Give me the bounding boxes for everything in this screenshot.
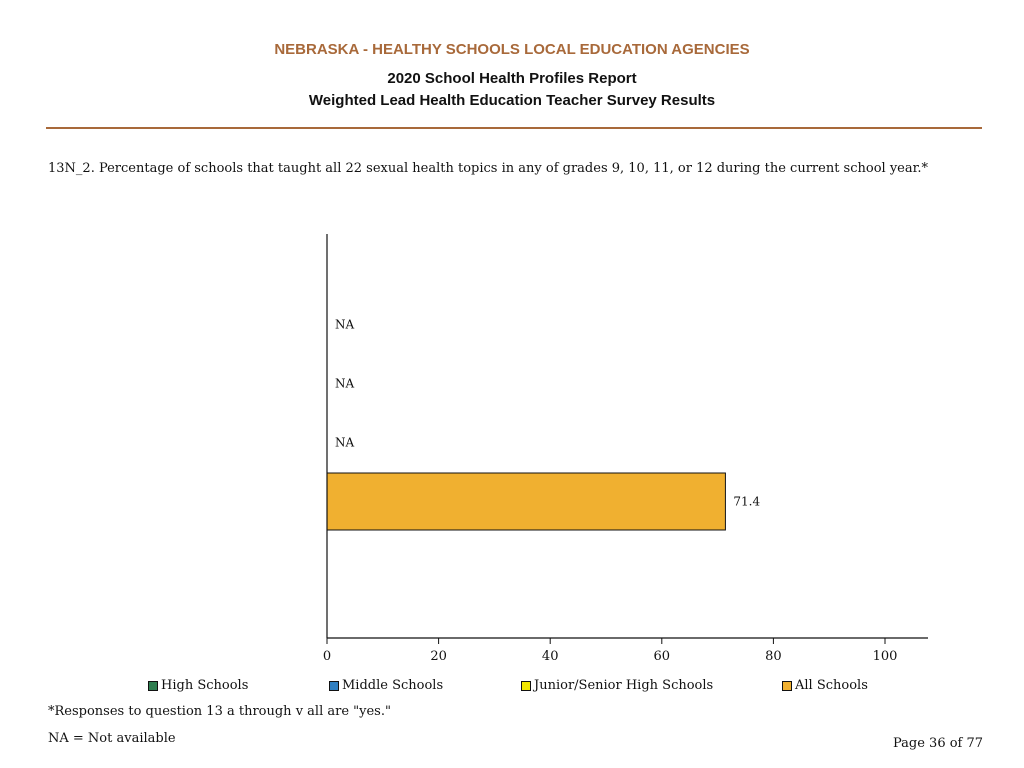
bar-all-schools [326,472,726,531]
legend-swatch-junior-senior-high-schools [521,680,531,691]
footnote: *Responses to question 13 a through v al… [48,704,391,719]
legend-label-junior-senior-high-schools: Junior/Senior High Schools [534,678,714,693]
question-text: 13N_2. Percentage of schools that taught… [48,161,929,176]
x-tick-label-20: 20 [430,649,447,664]
legend-swatch-middle-schools [329,680,339,691]
organization-title: NEBRASKA - HEALTHY SCHOOLS LOCAL EDUCATI… [274,41,750,58]
value-labels-layer: NA NA NA 71.4 [335,318,760,509]
value-label-all-schools: 71.4 [733,495,760,509]
legend-label-high-schools: High Schools [161,678,249,693]
legend-swatch-all-schools [782,680,792,691]
value-label-high-schools: NA [335,318,355,332]
legend-item-junior-senior-high-schools: Junior/Senior High Schools [521,678,713,693]
value-label-middle-schools: NA [335,377,355,391]
value-label-junior-senior-high-schools: NA [335,436,355,450]
x-tick-label-100: 100 [873,649,898,664]
legend-swatch-high-schools [148,680,158,691]
x-tick-label-0: 0 [323,649,331,664]
legend-item-high-schools: High Schools [148,678,248,693]
legend-label-all-schools: All Schools [795,678,868,693]
x-tick-label-80: 80 [765,649,782,664]
header-divider [46,127,982,129]
x-tick-label-40: 40 [542,649,559,664]
legend-label-middle-schools: Middle Schools [342,678,444,693]
x-tick-label-60: 60 [654,649,671,664]
legend-item-all-schools: All Schools [782,678,868,693]
x-ticks-layer: 0 20 40 60 80 100 [323,638,898,664]
legend-item-middle-schools: Middle Schools [329,678,443,693]
page-number: Page 36 of 77 [893,736,984,751]
na-note: NA = Not available [48,731,176,746]
report-subtitle: Weighted Lead Health Education Teacher S… [308,92,716,109]
bars-layer [326,472,726,531]
report-title: 2020 School Health Profiles Report [387,70,637,87]
